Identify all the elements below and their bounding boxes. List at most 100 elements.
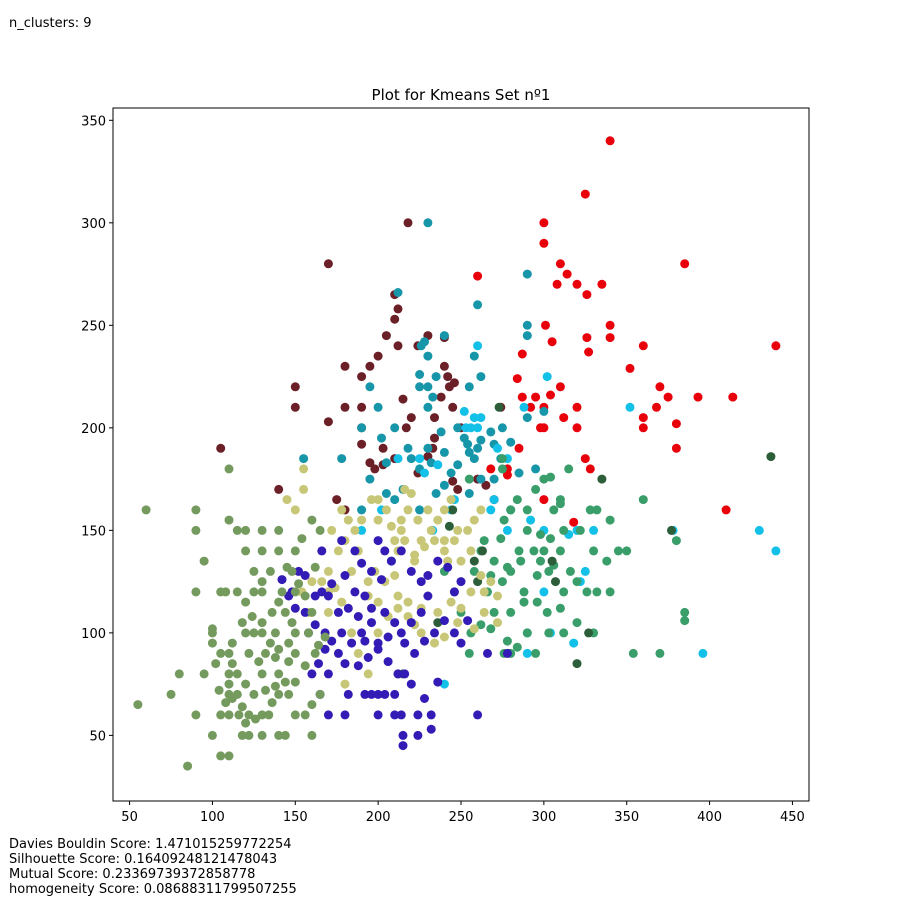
scatter-point-cluster-5: [572, 659, 582, 669]
scatter-point-cluster-3: [469, 413, 479, 423]
scatter-point-cluster-7: [343, 603, 353, 613]
scatter-point-cluster-7: [367, 618, 376, 628]
scatter-point-cluster-2: [299, 454, 309, 464]
scatter-point-cluster-0: [671, 443, 681, 453]
scatter-point-cluster-4: [512, 495, 522, 505]
x-tick-label: 350: [614, 810, 639, 825]
scatter-point-cluster-8: [267, 698, 277, 708]
scatter-point-cluster-8: [199, 669, 209, 679]
scatter-point-cluster-4: [680, 607, 690, 617]
scatter-point-cluster-3: [580, 566, 590, 576]
scatter-point-cluster-2: [522, 269, 532, 279]
scatter-point-cluster-3: [357, 525, 367, 535]
scatter-point-cluster-8: [166, 689, 176, 699]
scatter-point-cluster-5: [551, 577, 560, 587]
scatter-point-cluster-2: [453, 423, 463, 433]
scatter-point-cluster-0: [555, 382, 565, 392]
scatter-point-cluster-7: [373, 644, 383, 654]
scatter-point-cluster-6: [317, 577, 327, 587]
scatter-point-cluster-0: [638, 413, 648, 423]
scatter-point-cluster-8: [241, 597, 251, 607]
scatter-point-cluster-8: [241, 679, 251, 689]
scatter-point-cluster-2: [497, 423, 507, 433]
scatter-point-cluster-6: [443, 556, 453, 566]
scatter-point-cluster-8: [290, 546, 300, 556]
scatter-point-cluster-4: [565, 566, 575, 576]
scatter-point-cluster-4: [464, 648, 474, 658]
scatter-point-cluster-6: [476, 571, 486, 580]
scatter-point-cluster-8: [307, 607, 317, 617]
scatter-point-cluster-7: [350, 587, 360, 597]
x-tick-label: 450: [780, 810, 805, 825]
scatter-point-cluster-6: [353, 648, 363, 658]
scatter-point-cluster-8: [257, 587, 267, 597]
scatter-point-cluster-0: [539, 218, 549, 228]
scatter-point-cluster-7: [327, 636, 337, 646]
scatter-point-cluster-3: [771, 546, 781, 556]
scatter-point-cluster-2: [439, 480, 449, 490]
scatter-point-cluster-6: [439, 632, 449, 642]
scatter-point-cluster-1: [370, 464, 380, 474]
scatter-point-cluster-8: [307, 515, 317, 525]
scatter-point-cluster-1: [365, 361, 375, 371]
scatter-point-cluster-7: [290, 603, 300, 613]
scatter-point-cluster-1: [448, 476, 458, 486]
scatter-point-cluster-4: [622, 546, 632, 556]
scatter-point-cluster-1: [357, 402, 367, 412]
scatter-point-cluster-4: [479, 536, 489, 546]
scatter-point-cluster-2: [365, 474, 375, 484]
scatter-point-cluster-4: [555, 499, 565, 509]
scatter-point-cluster-7: [343, 689, 353, 699]
scatter-point-cluster-8: [280, 677, 290, 687]
scatter-point-cluster-2: [514, 468, 524, 478]
scatter-point-cluster-8: [284, 638, 294, 648]
scatter-point-cluster-0: [541, 320, 550, 330]
scatter-point-cluster-8: [274, 525, 284, 535]
scatter-point-cluster-8: [290, 628, 300, 638]
scatter-point-cluster-4: [585, 505, 595, 515]
scatter-point-cluster-0: [625, 363, 635, 373]
scatter-point-cluster-3: [754, 525, 764, 535]
scatter-point-cluster-1: [357, 372, 367, 382]
scatter-point-cluster-0: [638, 341, 648, 351]
scatter-point-cluster-7: [314, 659, 323, 669]
scatter-point-cluster-8: [290, 677, 300, 687]
scatter-point-cluster-8: [191, 710, 201, 720]
scatter-point-cluster-4: [532, 571, 542, 580]
scatter-point-cluster-8: [257, 628, 267, 638]
x-tick-label: 300: [531, 810, 556, 825]
scatter-point-cluster-8: [224, 710, 234, 720]
plot-area: [112, 107, 810, 802]
scatter-point-cluster-3: [415, 454, 425, 464]
scatter-point-cluster-1: [381, 331, 391, 341]
scatter-point-cluster-6: [390, 571, 400, 580]
scatter-point-cluster-8: [267, 607, 277, 617]
scatter-point-cluster-8: [274, 689, 284, 699]
scatter-point-cluster-5: [494, 402, 504, 412]
scatter-point-cluster-8: [249, 689, 259, 699]
scatter-point-cluster-6: [299, 464, 309, 474]
scatter-point-cluster-7: [433, 677, 443, 687]
scatter-point-cluster-6: [347, 628, 357, 638]
scatter-point-cluster-8: [207, 730, 217, 740]
scatter-point-cluster-0: [512, 374, 522, 384]
scatter-point-cluster-2: [423, 443, 433, 453]
scatter-point-cluster-7: [340, 571, 350, 580]
scatter-point-cluster-6: [466, 587, 476, 597]
scatter-point-cluster-6: [493, 591, 502, 601]
scatter-point-cluster-2: [423, 351, 433, 361]
scatter-point-cluster-2: [469, 454, 479, 464]
scatter-point-cluster-7: [416, 577, 426, 587]
scatter-point-cluster-0: [582, 290, 592, 300]
scatter-point-cluster-6: [390, 536, 400, 546]
scatter-point-cluster-8: [274, 669, 284, 679]
scatter-point-cluster-5: [469, 556, 479, 566]
scatter-point-cluster-8: [257, 577, 267, 587]
scatter-point-cluster-0: [655, 382, 665, 392]
scatter-point-cluster-8: [232, 669, 242, 679]
silhouette-score: Silhouette Score: 0.16409248121478043: [9, 852, 278, 867]
scatter-point-cluster-0: [547, 337, 557, 347]
scatter-point-cluster-3: [519, 402, 529, 412]
scatter-point-cluster-1: [340, 402, 350, 412]
scatter-point-cluster-2: [522, 413, 532, 423]
